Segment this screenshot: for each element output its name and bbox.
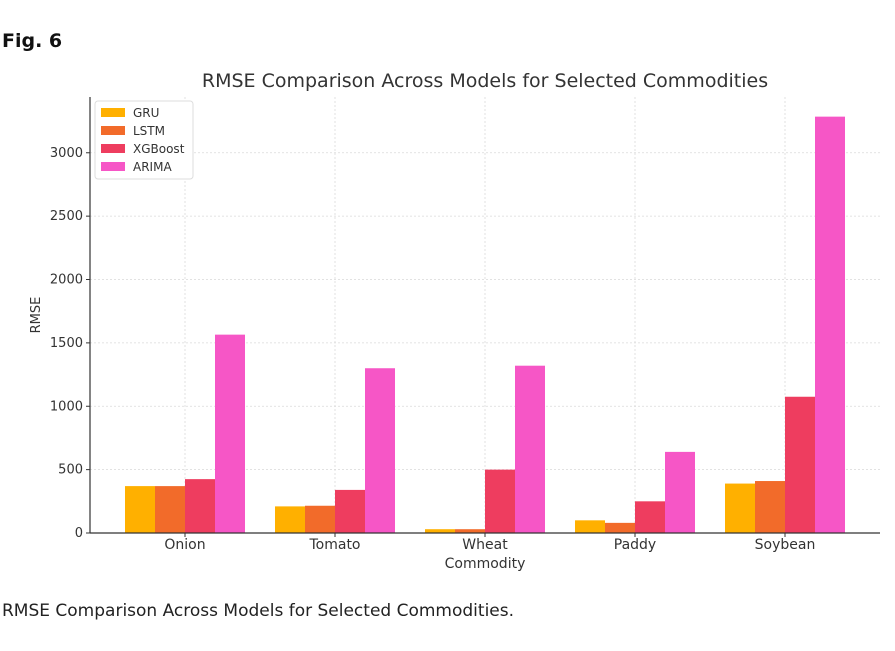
tick-labels: 0 500 1000 1500 2000 2500 3000 Onion Tomato Wheat… bbox=[50, 146, 815, 553]
chart-title: RMSE Comparison Across Models for Select… bbox=[202, 70, 768, 92]
bars bbox=[125, 116, 845, 533]
y-tick-label: 1500 bbox=[50, 336, 83, 351]
y-tick-label: 500 bbox=[58, 463, 83, 478]
bar-lstm-wheat bbox=[455, 529, 485, 533]
x-tick-label: Soybean bbox=[755, 537, 816, 553]
bar-gru-wheat bbox=[425, 529, 455, 533]
bar-arima-paddy bbox=[665, 451, 695, 533]
bar-arima-soybean bbox=[815, 116, 845, 533]
bar-arima-wheat bbox=[515, 365, 545, 533]
x-axis-label: Commodity bbox=[445, 556, 526, 572]
x-tick-label: Tomato bbox=[308, 537, 360, 553]
bar-gru-tomato bbox=[275, 506, 305, 533]
bar-xgboost-wheat bbox=[485, 469, 515, 533]
y-tick-label: 0 bbox=[75, 526, 83, 541]
grid-lines bbox=[90, 97, 880, 534]
bar-gru-paddy bbox=[575, 520, 605, 533]
y-tick-label: 1000 bbox=[50, 399, 83, 414]
bar-gru-soybean bbox=[725, 483, 755, 533]
bar-lstm-onion bbox=[155, 486, 185, 533]
legend-swatch bbox=[101, 108, 125, 117]
bar-xgboost-soybean bbox=[785, 396, 815, 533]
bar-xgboost-tomato bbox=[335, 489, 365, 533]
y-tick-label: 2500 bbox=[50, 209, 83, 224]
legend-swatch bbox=[101, 162, 125, 171]
bar-lstm-paddy bbox=[605, 522, 635, 533]
legend-swatch bbox=[101, 126, 125, 135]
y-tick-label: 3000 bbox=[50, 146, 83, 161]
legend-label: ARIMA bbox=[133, 160, 172, 174]
bar-xgboost-onion bbox=[185, 479, 215, 533]
figure-caption: RMSE Comparison Across Models for Select… bbox=[2, 601, 515, 621]
y-axis-label: RMSE bbox=[29, 297, 44, 334]
legend-swatch bbox=[101, 144, 125, 153]
bar-xgboost-paddy bbox=[635, 501, 665, 533]
bar-lstm-soybean bbox=[755, 481, 785, 533]
y-tick-label: 2000 bbox=[50, 273, 83, 288]
bar-arima-tomato bbox=[365, 368, 395, 533]
x-tick-label: Paddy bbox=[614, 537, 656, 553]
legend: GRU LSTM XGBoost ARIMA bbox=[94, 100, 194, 180]
x-tick-label: Onion bbox=[164, 537, 205, 553]
figure-label: Fig. 6 bbox=[2, 30, 63, 52]
legend-box bbox=[94, 100, 194, 180]
bar-lstm-tomato bbox=[305, 505, 335, 533]
legend-label: GRU bbox=[133, 106, 159, 120]
bar-chart: RMSE Comparison Across Models for Select… bbox=[29, 70, 880, 572]
bar-arima-onion bbox=[215, 334, 245, 533]
legend-label: XGBoost bbox=[133, 142, 185, 156]
legend-label: LSTM bbox=[133, 124, 165, 138]
axes bbox=[86, 97, 880, 537]
x-tick-label: Wheat bbox=[462, 537, 508, 553]
bar-gru-onion bbox=[125, 486, 155, 533]
